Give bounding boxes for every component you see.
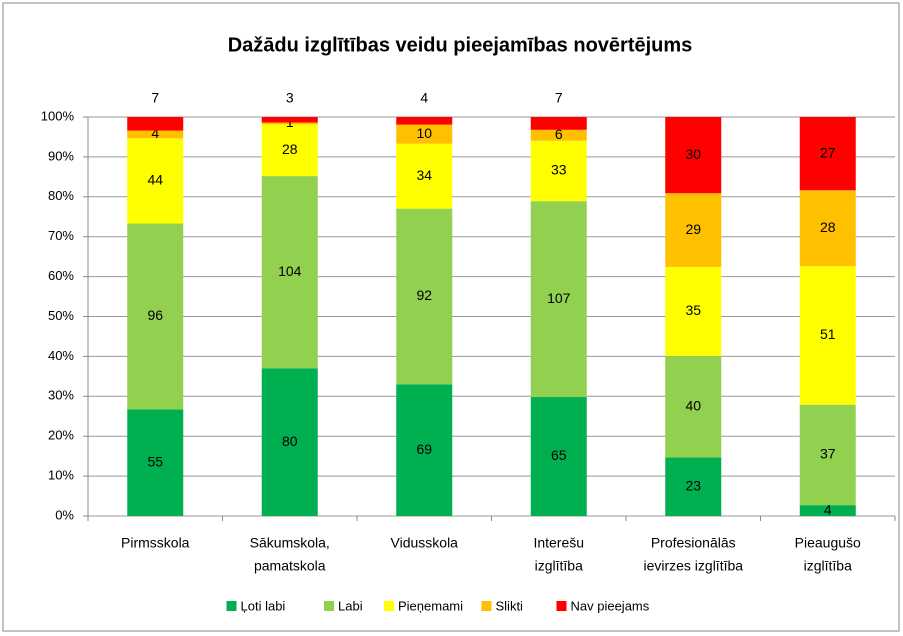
data-label: 65 xyxy=(551,447,567,463)
data-label: 4 xyxy=(420,90,428,106)
legend-label: Pieņemami xyxy=(398,598,463,613)
x-tick-label: Profesionālās xyxy=(651,535,736,551)
x-tick-label: Interešu xyxy=(533,535,584,551)
bar-segment xyxy=(799,505,856,516)
data-label: 35 xyxy=(685,302,701,318)
x-tick-label: Sākumskola, xyxy=(250,535,330,551)
legend-label: Ļoti labi xyxy=(241,598,286,613)
y-tick-label: 30% xyxy=(48,388,74,403)
bar-segment xyxy=(799,404,856,506)
data-label: 7 xyxy=(151,90,159,106)
bar-segment xyxy=(530,140,587,202)
x-tick-label: izglītība xyxy=(804,558,852,574)
data-label: 3 xyxy=(286,90,294,106)
data-label: 28 xyxy=(282,141,298,157)
bar-segment xyxy=(396,143,453,209)
legend-swatch xyxy=(226,601,237,611)
data-label: 4 xyxy=(824,501,832,517)
y-tick-label: 100% xyxy=(41,108,75,123)
data-label: 69 xyxy=(416,441,432,457)
data-label: 37 xyxy=(820,446,836,462)
bar-segment xyxy=(261,122,318,125)
bar-segment xyxy=(530,397,587,516)
bar-segment xyxy=(665,117,722,194)
legend-label: Slikti xyxy=(496,598,524,613)
data-label: 29 xyxy=(685,221,701,237)
data-label: 4 xyxy=(151,125,159,141)
data-label: 55 xyxy=(147,453,163,469)
data-label: 10 xyxy=(416,125,432,141)
legend-label: Labi xyxy=(338,598,363,613)
chart-title: Dažādu izglītības veidu pieejamības novē… xyxy=(228,34,693,56)
data-label: 30 xyxy=(685,146,701,162)
bar-segment xyxy=(799,266,856,405)
x-tick-label: izglītība xyxy=(535,558,583,574)
y-tick-label: 80% xyxy=(48,188,74,203)
x-tick-label: Pirmsskola xyxy=(121,535,190,551)
bar-segment xyxy=(396,124,453,144)
bar-segment xyxy=(396,117,453,125)
y-tick-label: 10% xyxy=(48,468,74,483)
y-tick-label: 70% xyxy=(48,228,74,243)
legend-swatch xyxy=(384,601,394,611)
bar-segment xyxy=(530,129,587,141)
data-label: 80 xyxy=(282,433,298,449)
x-tick-label: pamatskola xyxy=(254,558,326,574)
data-label: 40 xyxy=(685,397,701,413)
bar-segment xyxy=(127,409,184,516)
bar-segment xyxy=(396,384,453,516)
data-label: 51 xyxy=(820,326,836,342)
y-tick-label: 60% xyxy=(48,268,74,283)
y-tick-label: 0% xyxy=(55,507,74,522)
bar-segment xyxy=(396,208,453,385)
data-label: 6 xyxy=(555,126,563,142)
data-label: 23 xyxy=(685,477,701,493)
legend-swatch xyxy=(481,601,492,611)
y-tick-label: 90% xyxy=(48,148,74,163)
bar-segment xyxy=(127,130,184,139)
bar-segment xyxy=(261,176,318,369)
bar-segment xyxy=(665,266,722,356)
data-label: 27 xyxy=(820,144,836,160)
bar-segment xyxy=(261,368,318,516)
y-tick-label: 40% xyxy=(48,348,74,363)
data-label: 96 xyxy=(147,307,163,323)
bar-segment xyxy=(665,457,722,516)
bar-segment xyxy=(127,223,184,410)
bar-segment xyxy=(530,117,587,130)
bar-segment xyxy=(261,117,318,123)
data-label: 28 xyxy=(820,219,836,235)
bar-segment xyxy=(799,190,856,267)
x-tick-label: Vidusskola xyxy=(391,535,459,551)
legend-swatch xyxy=(556,601,567,611)
legend-label: Nav pieejams xyxy=(571,598,650,613)
data-label: 92 xyxy=(416,287,432,303)
data-label: 34 xyxy=(416,167,432,183)
data-label: 107 xyxy=(547,290,571,306)
bar-segment xyxy=(799,117,856,191)
x-tick-label: Pieaugušo xyxy=(795,535,861,551)
data-label: 104 xyxy=(278,263,302,279)
y-tick-label: 20% xyxy=(48,428,74,443)
bar-segment xyxy=(665,355,722,458)
x-tick-label: ievirzes izglītība xyxy=(643,558,743,574)
bar-segment xyxy=(665,193,722,267)
legend-swatch xyxy=(324,601,334,611)
data-label: 44 xyxy=(147,172,163,188)
bar-segment xyxy=(127,117,184,131)
bar-segment xyxy=(530,201,587,398)
data-label: 33 xyxy=(551,162,567,178)
bar-segment xyxy=(261,124,318,177)
data-label: 7 xyxy=(555,90,563,106)
y-tick-label: 50% xyxy=(48,308,74,323)
bar-segment xyxy=(127,138,184,224)
